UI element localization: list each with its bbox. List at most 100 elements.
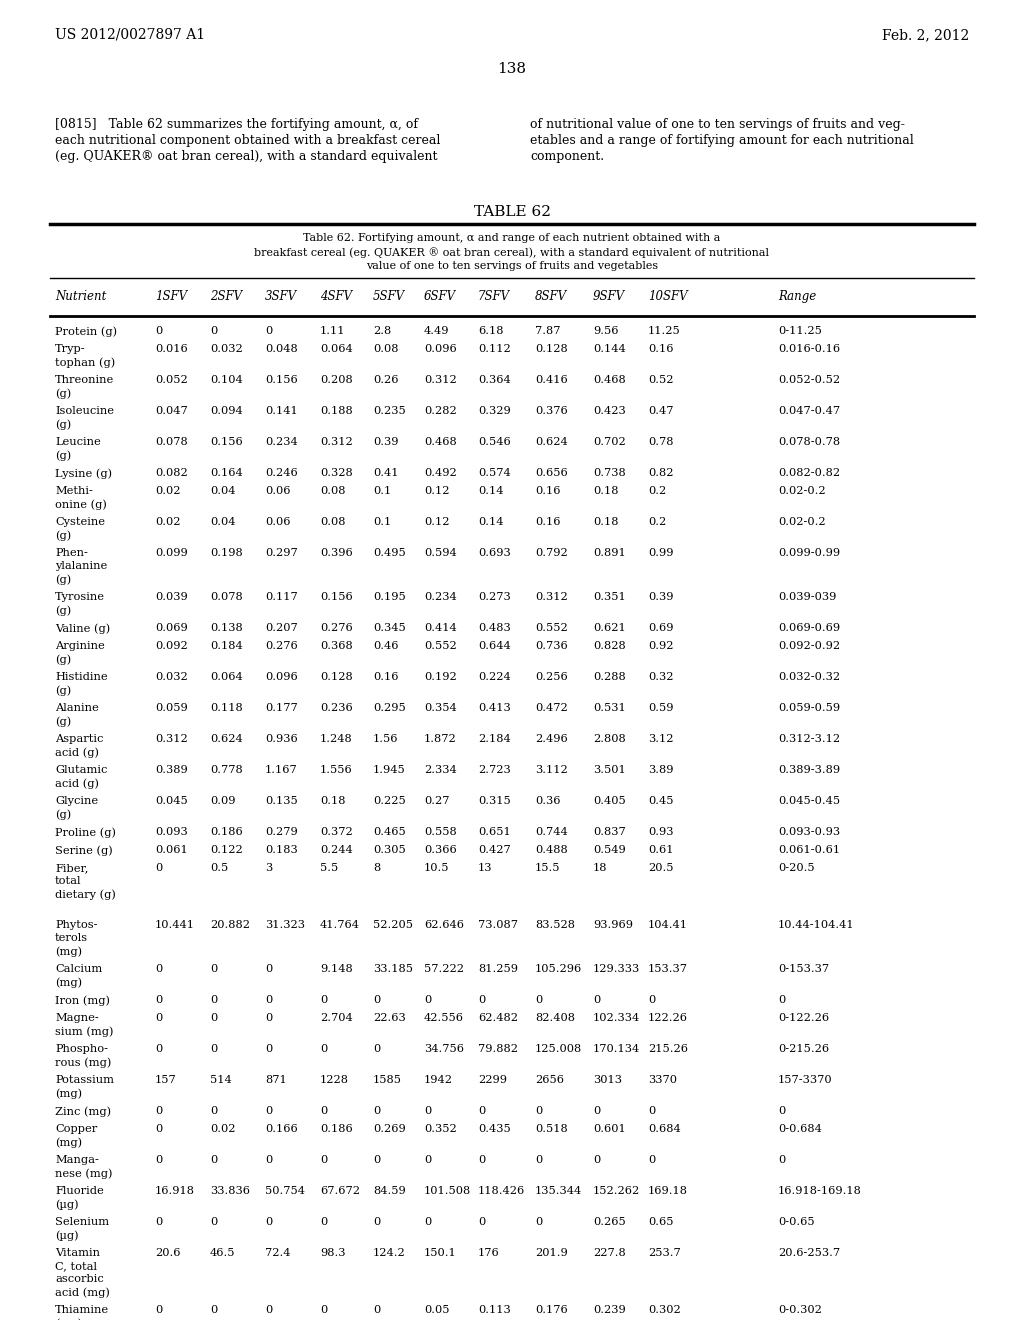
Text: 0.069: 0.069 bbox=[155, 623, 187, 634]
Text: 105.296: 105.296 bbox=[535, 964, 583, 974]
Text: Iron (mg): Iron (mg) bbox=[55, 995, 110, 1006]
Text: 0.06: 0.06 bbox=[265, 517, 291, 527]
Text: Alanine: Alanine bbox=[55, 704, 98, 713]
Text: 0.04: 0.04 bbox=[210, 486, 236, 496]
Text: US 2012/0027897 A1: US 2012/0027897 A1 bbox=[55, 28, 205, 42]
Text: 1585: 1585 bbox=[373, 1074, 402, 1085]
Text: 101.508: 101.508 bbox=[424, 1185, 471, 1196]
Text: 0.32: 0.32 bbox=[648, 672, 674, 682]
Text: 0: 0 bbox=[265, 1106, 272, 1115]
Text: Lysine (g): Lysine (g) bbox=[55, 469, 112, 479]
Text: 0: 0 bbox=[373, 1044, 380, 1053]
Text: 514: 514 bbox=[210, 1074, 231, 1085]
Text: 0.032-0.32: 0.032-0.32 bbox=[778, 672, 840, 682]
Text: 0.144: 0.144 bbox=[593, 345, 626, 354]
Text: 0.468: 0.468 bbox=[424, 437, 457, 447]
Text: 1.556: 1.556 bbox=[319, 766, 352, 775]
Text: 176: 176 bbox=[478, 1247, 500, 1258]
Text: 215.26: 215.26 bbox=[648, 1044, 688, 1053]
Text: 0.16: 0.16 bbox=[648, 345, 674, 354]
Text: 0.376: 0.376 bbox=[535, 407, 567, 416]
Text: Copper: Copper bbox=[55, 1125, 97, 1134]
Text: Histidine: Histidine bbox=[55, 672, 108, 682]
Text: 0: 0 bbox=[210, 1305, 217, 1315]
Text: Methi-: Methi- bbox=[55, 486, 93, 496]
Text: 20.882: 20.882 bbox=[210, 920, 250, 931]
Text: 0: 0 bbox=[155, 1125, 162, 1134]
Text: 0.427: 0.427 bbox=[478, 845, 511, 855]
Text: 0.061-0.61: 0.061-0.61 bbox=[778, 845, 840, 855]
Text: 0.92: 0.92 bbox=[648, 642, 674, 651]
Text: 7.87: 7.87 bbox=[535, 326, 560, 337]
Text: 0.112: 0.112 bbox=[478, 345, 511, 354]
Text: 3: 3 bbox=[265, 863, 272, 873]
Text: Selenium: Selenium bbox=[55, 1217, 110, 1228]
Text: 0.128: 0.128 bbox=[535, 345, 567, 354]
Text: 169.18: 169.18 bbox=[648, 1185, 688, 1196]
Text: 0.41: 0.41 bbox=[373, 469, 398, 478]
Text: 0.46: 0.46 bbox=[373, 642, 398, 651]
Text: 0.345: 0.345 bbox=[373, 623, 406, 634]
Text: Fluoride: Fluoride bbox=[55, 1185, 103, 1196]
Text: 0.744: 0.744 bbox=[535, 828, 567, 837]
Text: 0.078: 0.078 bbox=[210, 591, 243, 602]
Text: terols: terols bbox=[55, 933, 88, 942]
Text: 67.672: 67.672 bbox=[319, 1185, 360, 1196]
Text: (mg): (mg) bbox=[55, 977, 82, 987]
Text: 0.104: 0.104 bbox=[210, 375, 243, 385]
Text: 0.312: 0.312 bbox=[319, 437, 352, 447]
Text: 0.186: 0.186 bbox=[210, 828, 243, 837]
Text: 0.164: 0.164 bbox=[210, 469, 243, 478]
Text: 84.59: 84.59 bbox=[373, 1185, 406, 1196]
Text: 0: 0 bbox=[265, 1044, 272, 1053]
Text: 0: 0 bbox=[778, 995, 785, 1005]
Text: 0.224: 0.224 bbox=[478, 672, 511, 682]
Text: 0.082-0.82: 0.082-0.82 bbox=[778, 469, 840, 478]
Text: 10.441: 10.441 bbox=[155, 920, 195, 931]
Text: 0.096: 0.096 bbox=[424, 345, 457, 354]
Text: 135.344: 135.344 bbox=[535, 1185, 583, 1196]
Text: Glutamic: Glutamic bbox=[55, 766, 108, 775]
Text: 0: 0 bbox=[210, 1155, 217, 1166]
Text: 104.41: 104.41 bbox=[648, 920, 688, 931]
Text: 0.18: 0.18 bbox=[319, 796, 345, 807]
Text: 0: 0 bbox=[373, 1217, 380, 1228]
Text: 0.574: 0.574 bbox=[478, 469, 511, 478]
Text: 82.408: 82.408 bbox=[535, 1012, 575, 1023]
Text: 0: 0 bbox=[373, 995, 380, 1005]
Text: 170.134: 170.134 bbox=[593, 1044, 640, 1053]
Text: (µg): (µg) bbox=[55, 1230, 79, 1241]
Text: 0.93: 0.93 bbox=[648, 828, 674, 837]
Text: 0: 0 bbox=[319, 1106, 328, 1115]
Text: 0: 0 bbox=[265, 1305, 272, 1315]
Text: 3013: 3013 bbox=[593, 1074, 622, 1085]
Text: Isoleucine: Isoleucine bbox=[55, 407, 114, 416]
Text: 0-0.684: 0-0.684 bbox=[778, 1125, 822, 1134]
Text: 0: 0 bbox=[265, 1217, 272, 1228]
Text: 0.276: 0.276 bbox=[265, 642, 298, 651]
Text: 42.556: 42.556 bbox=[424, 1012, 464, 1023]
Text: 201.9: 201.9 bbox=[535, 1247, 567, 1258]
Text: 0: 0 bbox=[648, 995, 655, 1005]
Text: 8: 8 bbox=[373, 863, 380, 873]
Text: 0.02: 0.02 bbox=[155, 486, 180, 496]
Text: dietary (g): dietary (g) bbox=[55, 888, 116, 899]
Text: 10.44-104.41: 10.44-104.41 bbox=[778, 920, 855, 931]
Text: 0.16: 0.16 bbox=[535, 486, 560, 496]
Text: 124.2: 124.2 bbox=[373, 1247, 406, 1258]
Text: 0.468: 0.468 bbox=[593, 375, 626, 385]
Text: 13: 13 bbox=[478, 863, 493, 873]
Text: rous (mg): rous (mg) bbox=[55, 1057, 112, 1068]
Text: 0.78: 0.78 bbox=[648, 437, 674, 447]
Text: 0.08: 0.08 bbox=[373, 345, 398, 354]
Text: 0: 0 bbox=[319, 1044, 328, 1053]
Text: Arginine: Arginine bbox=[55, 642, 104, 651]
Text: Nutrient: Nutrient bbox=[55, 290, 106, 304]
Text: (g): (g) bbox=[55, 653, 72, 664]
Text: 0: 0 bbox=[155, 1305, 162, 1315]
Text: 0.052: 0.052 bbox=[155, 375, 187, 385]
Text: 0.02: 0.02 bbox=[210, 1125, 236, 1134]
Text: 0.702: 0.702 bbox=[593, 437, 626, 447]
Text: 0: 0 bbox=[424, 1106, 431, 1115]
Text: 2.496: 2.496 bbox=[535, 734, 567, 744]
